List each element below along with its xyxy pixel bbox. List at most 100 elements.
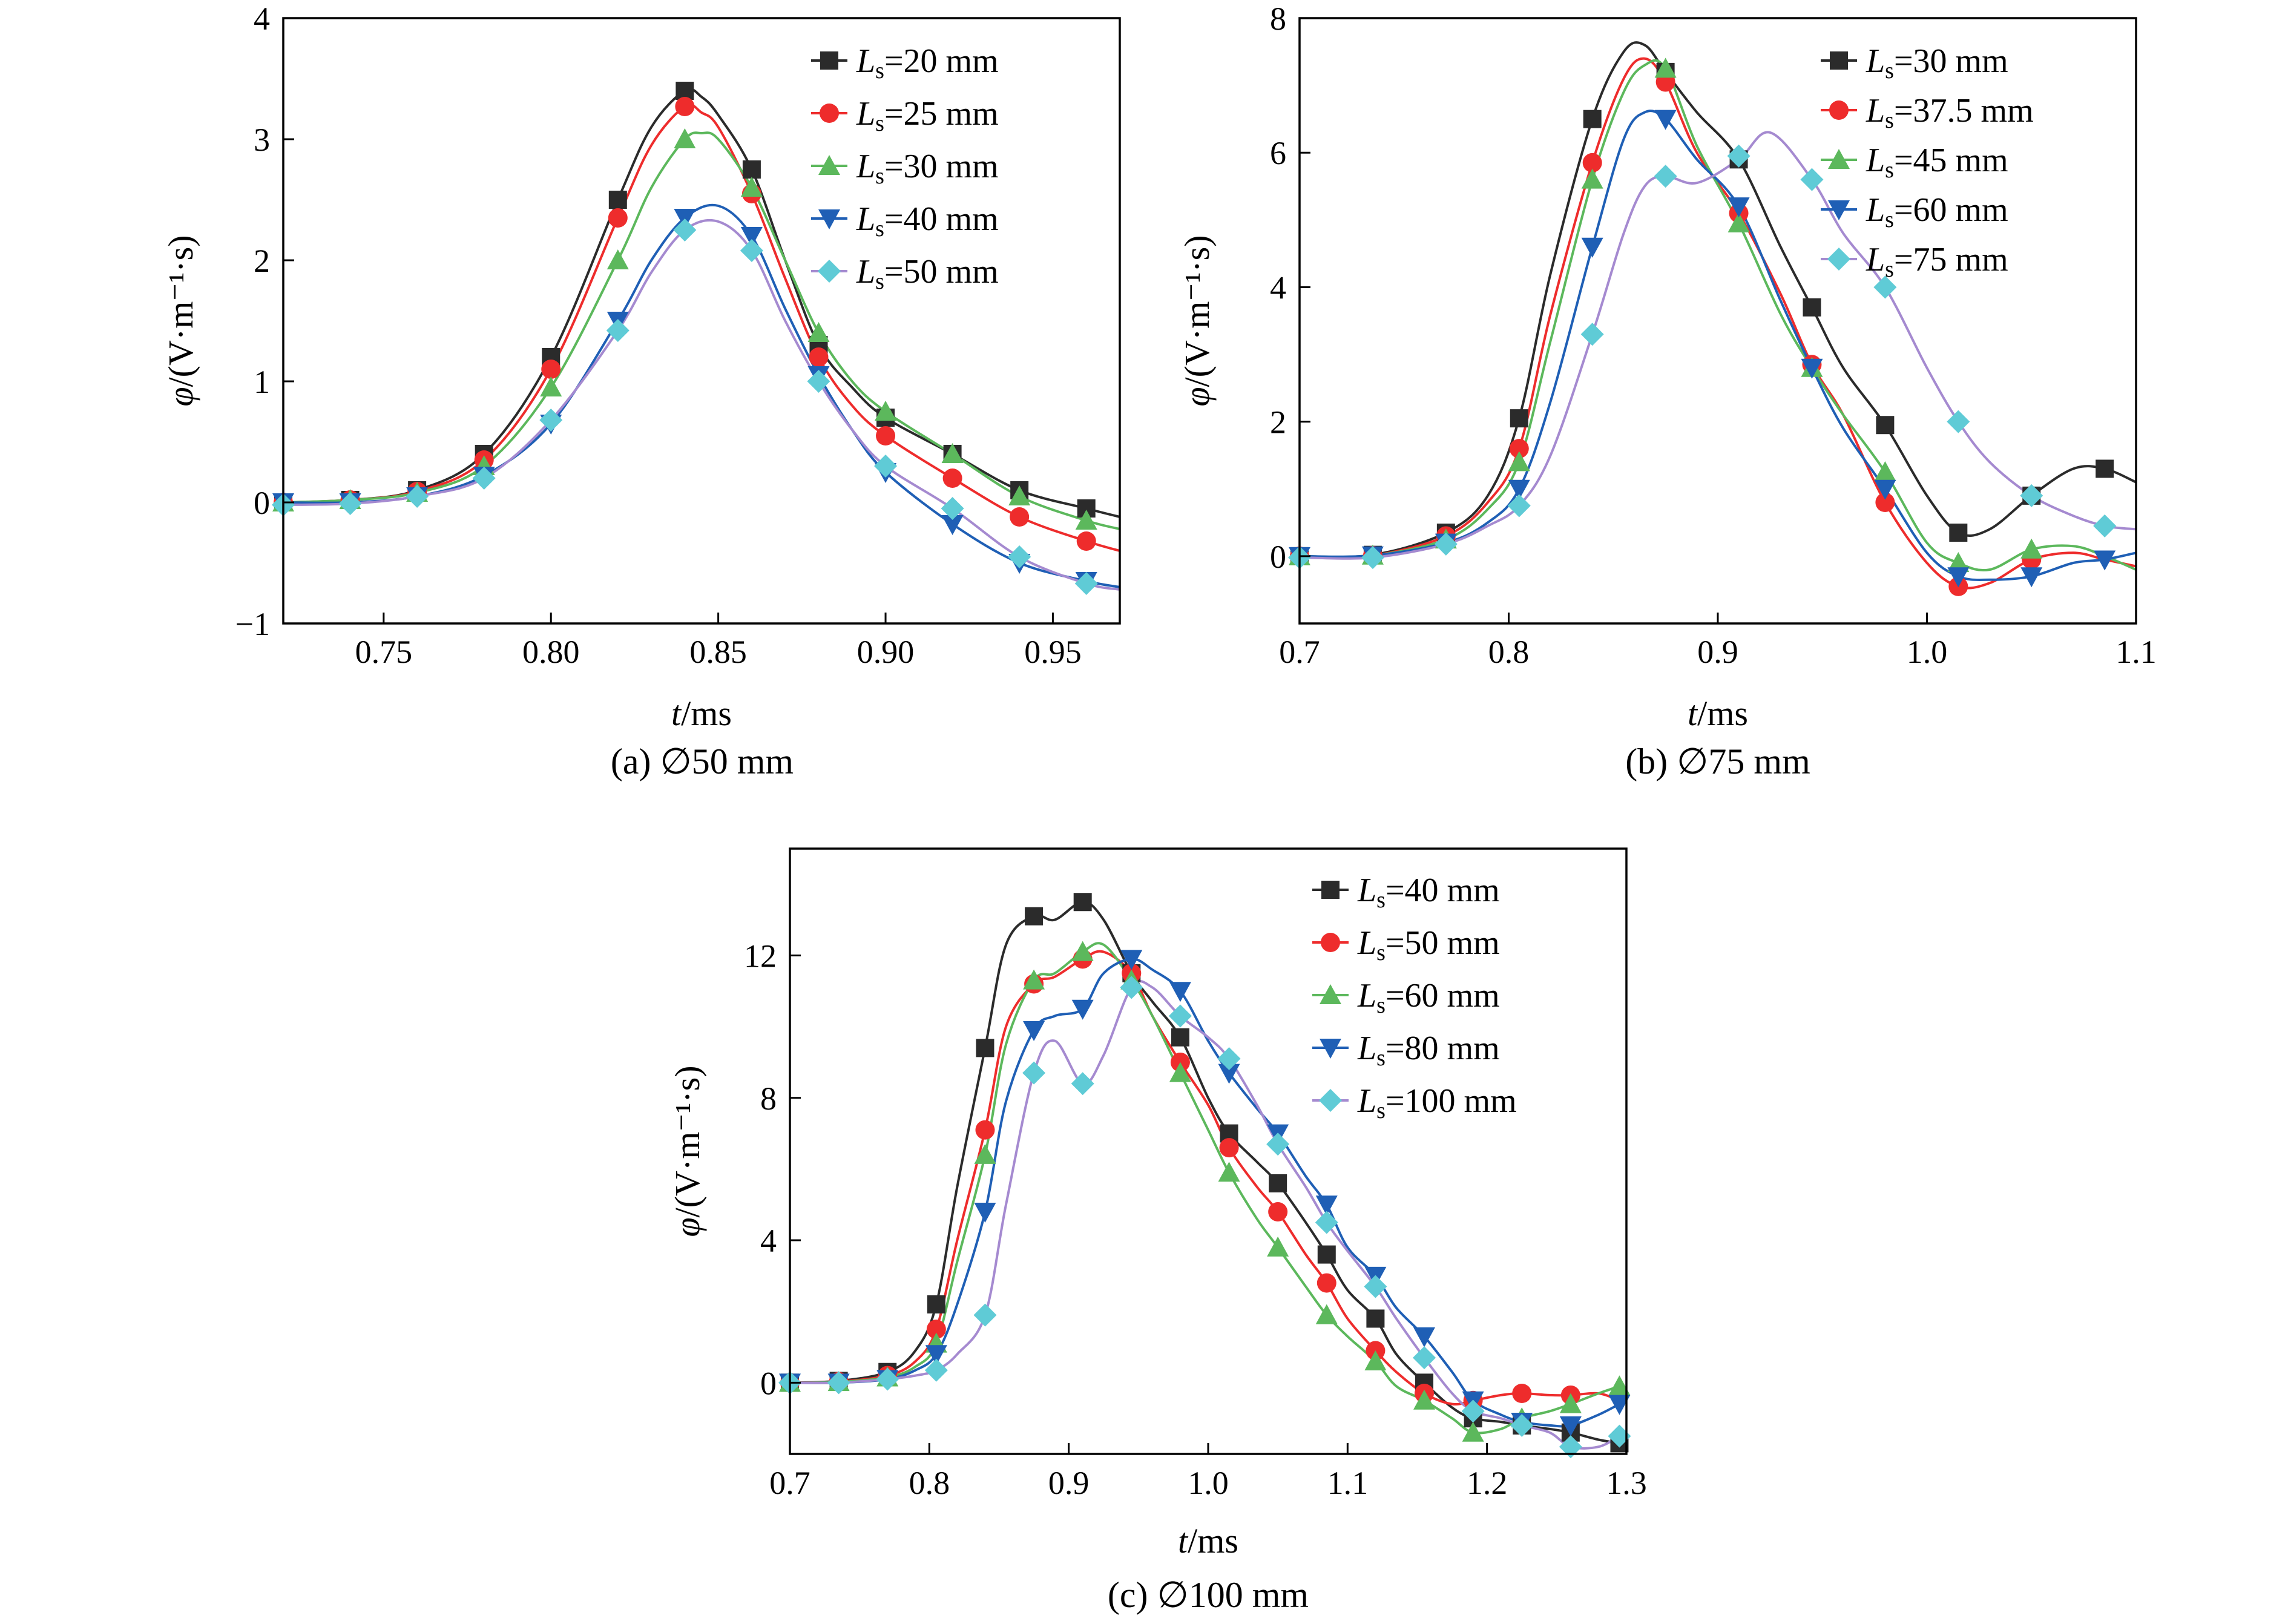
data-point: [1512, 1384, 1532, 1403]
legend-marker: [1320, 1039, 1341, 1059]
data-point: [740, 239, 763, 262]
y-tick-label: 3: [254, 122, 270, 158]
legend-marker: [1321, 881, 1340, 899]
data-point: [1727, 144, 1751, 168]
data-point: [472, 467, 496, 490]
data-point: [1654, 58, 1677, 78]
y-tick-label: 2: [254, 243, 270, 279]
data-point: [1434, 532, 1458, 556]
data-point: [1583, 110, 1602, 128]
data-point: [1071, 1072, 1094, 1096]
data-point: [2020, 538, 2043, 559]
data-point: [924, 1358, 948, 1382]
y-tick-label: 1: [254, 364, 270, 400]
series-markers-1: [1290, 62, 2114, 565]
data-point: [1559, 1393, 1582, 1413]
x-tick-label: 0.8: [909, 1465, 950, 1501]
data-point: [1268, 1202, 1288, 1221]
x-tick-label: 1.1: [2115, 634, 2157, 670]
data-point: [1267, 1236, 1289, 1257]
data-point: [1510, 1413, 1534, 1437]
data-point: [1169, 1062, 1191, 1082]
series-markers-3: [1289, 58, 2043, 572]
data-point: [1022, 1061, 1046, 1085]
data-point: [1654, 165, 1677, 188]
y-tick-label: 4: [254, 1, 270, 37]
data-point: [876, 426, 896, 445]
data-point: [1803, 298, 1821, 317]
y-tick-label: 2: [1270, 404, 1286, 441]
data-point: [1073, 893, 1092, 912]
x-axis-title: t/ms: [1178, 1521, 1238, 1560]
data-point: [1269, 1174, 1287, 1192]
data-point: [1168, 1004, 1192, 1028]
x-axis-title: t/ms: [671, 694, 732, 733]
data-point: [1008, 545, 1031, 568]
y-tick-label: 0: [254, 485, 270, 521]
data-point: [1120, 976, 1143, 999]
data-point: [1509, 439, 1529, 459]
data-point: [1608, 1424, 1631, 1448]
legend-entry-2: Ls=25 mm: [856, 95, 999, 136]
x-tick-label: 0.75: [355, 634, 413, 670]
series-line-2: [1300, 57, 2136, 590]
x-tick-label: 1.2: [1467, 1465, 1508, 1501]
data-point: [1874, 461, 1896, 481]
panel-caption: (a) ∅50 mm: [611, 741, 794, 781]
data-point: [1580, 323, 1604, 346]
series-line-4: [1300, 110, 2136, 581]
legend-entry-3: Ls=30 mm: [856, 148, 999, 189]
x-tick-label: 0.90: [857, 634, 915, 670]
data-point: [1071, 999, 1094, 1020]
data-point: [1219, 1138, 1239, 1158]
legend-marker: [1827, 248, 1850, 271]
data-point: [1876, 416, 1895, 435]
series-line-5: [1300, 131, 2136, 560]
x-tick-label: 0.95: [1024, 634, 1082, 670]
data-point: [975, 1120, 995, 1140]
y-tick-label: 0: [760, 1365, 777, 1401]
data-point: [926, 1320, 946, 1340]
data-point: [740, 177, 763, 197]
x-tick-label: 0.9: [1697, 634, 1738, 670]
data-point: [406, 485, 429, 508]
legend-marker: [1321, 933, 1340, 952]
data-point: [1581, 237, 1603, 258]
data-point: [1608, 1375, 1631, 1396]
legend-entry-4: Ls=60 mm: [1866, 191, 2008, 232]
data-point: [2020, 567, 2043, 588]
panel-caption: (b) ∅75 mm: [1625, 741, 1810, 781]
y-tick-label: 4: [760, 1223, 777, 1259]
legend: Ls=30 mm Ls=37.5 mm Ls=45 mm Ls=60 mm Ls=75 …: [1821, 42, 2034, 282]
data-point: [1074, 572, 1098, 595]
data-point: [1218, 1063, 1240, 1084]
legend-entry-3: Ls=60 mm: [1357, 977, 1500, 1018]
data-point: [606, 319, 630, 342]
series-markers-4: [779, 950, 1631, 1436]
series-line-2: [790, 950, 1620, 1406]
series-markers-3: [272, 128, 1097, 530]
data-point: [1413, 1389, 1436, 1410]
x-tick-label: 1.3: [1606, 1465, 1647, 1501]
data-point: [1559, 1435, 1582, 1459]
data-point: [827, 1371, 850, 1395]
legend-entry-3: Ls=45 mm: [1866, 142, 2008, 183]
data-point: [1947, 567, 1970, 588]
data-point: [875, 401, 897, 421]
y-tick-label: 8: [760, 1080, 777, 1117]
x-tick-label: 0.7: [769, 1465, 810, 1501]
data-point: [1010, 507, 1030, 527]
data-point: [1315, 1211, 1338, 1234]
data-point: [927, 1295, 945, 1313]
data-point: [1364, 1350, 1387, 1371]
data-point: [1462, 1421, 1484, 1442]
data-point: [974, 1143, 996, 1164]
series-markers-5: [272, 219, 1098, 595]
data-point: [608, 208, 628, 228]
data-point: [541, 360, 561, 379]
data-point: [807, 370, 830, 393]
x-tick-label: 0.9: [1048, 1465, 1090, 1501]
legend-marker: [1830, 51, 1848, 70]
data-point: [740, 227, 763, 247]
